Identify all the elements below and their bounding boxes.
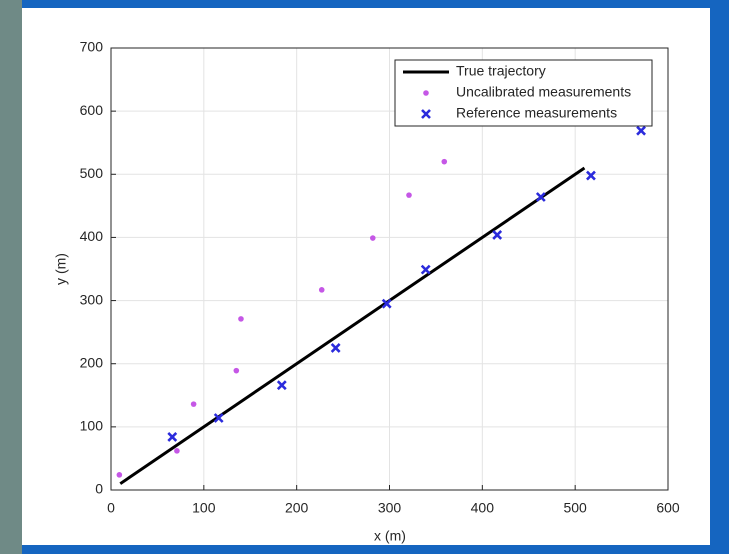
- point: [381, 298, 392, 309]
- point: [318, 287, 325, 293]
- y-tick-label: 700: [80, 39, 104, 55]
- point: [167, 432, 178, 442]
- y-tick-label: 300: [80, 291, 104, 307]
- x-tick-label: 300: [378, 500, 402, 516]
- y-tick-label: 100: [80, 418, 104, 434]
- point: [330, 343, 341, 353]
- point: [213, 413, 224, 423]
- point: [586, 170, 596, 181]
- point: [492, 229, 503, 240]
- y-axis-label: y (m): [53, 253, 69, 285]
- point: [636, 125, 646, 136]
- point: [406, 192, 412, 198]
- point: [276, 380, 287, 391]
- x-axis-label: x (m): [374, 528, 406, 544]
- point: [535, 192, 546, 202]
- x-tick-label: 0: [107, 500, 115, 516]
- legend-swatch: [421, 109, 431, 119]
- legend-swatch: [423, 90, 429, 96]
- y-tick-label: 0: [95, 481, 103, 497]
- point: [190, 401, 197, 407]
- legend-label: True trajectory: [456, 63, 546, 79]
- x-tick-label: 500: [563, 500, 587, 516]
- point: [233, 367, 240, 374]
- legend-label: Uncalibrated measurements: [456, 84, 631, 100]
- legend-label: Reference measurements: [456, 105, 617, 121]
- x-tick-label: 200: [285, 500, 309, 516]
- point: [369, 235, 376, 241]
- background-strip: [0, 0, 22, 554]
- point: [174, 448, 180, 454]
- point: [441, 158, 448, 165]
- y-tick-label: 200: [80, 354, 104, 370]
- point: [420, 264, 431, 275]
- y-tick-label: 400: [80, 228, 104, 244]
- point: [116, 472, 123, 478]
- x-tick-label: 100: [192, 500, 216, 516]
- trajectory-line: [119, 166, 586, 485]
- y-tick-label: 500: [80, 165, 104, 181]
- y-tick-label: 600: [80, 102, 104, 118]
- x-tick-label: 400: [471, 500, 495, 516]
- x-tick-label: 600: [656, 500, 680, 516]
- plot-frame: [110, 47, 669, 491]
- point: [238, 316, 244, 322]
